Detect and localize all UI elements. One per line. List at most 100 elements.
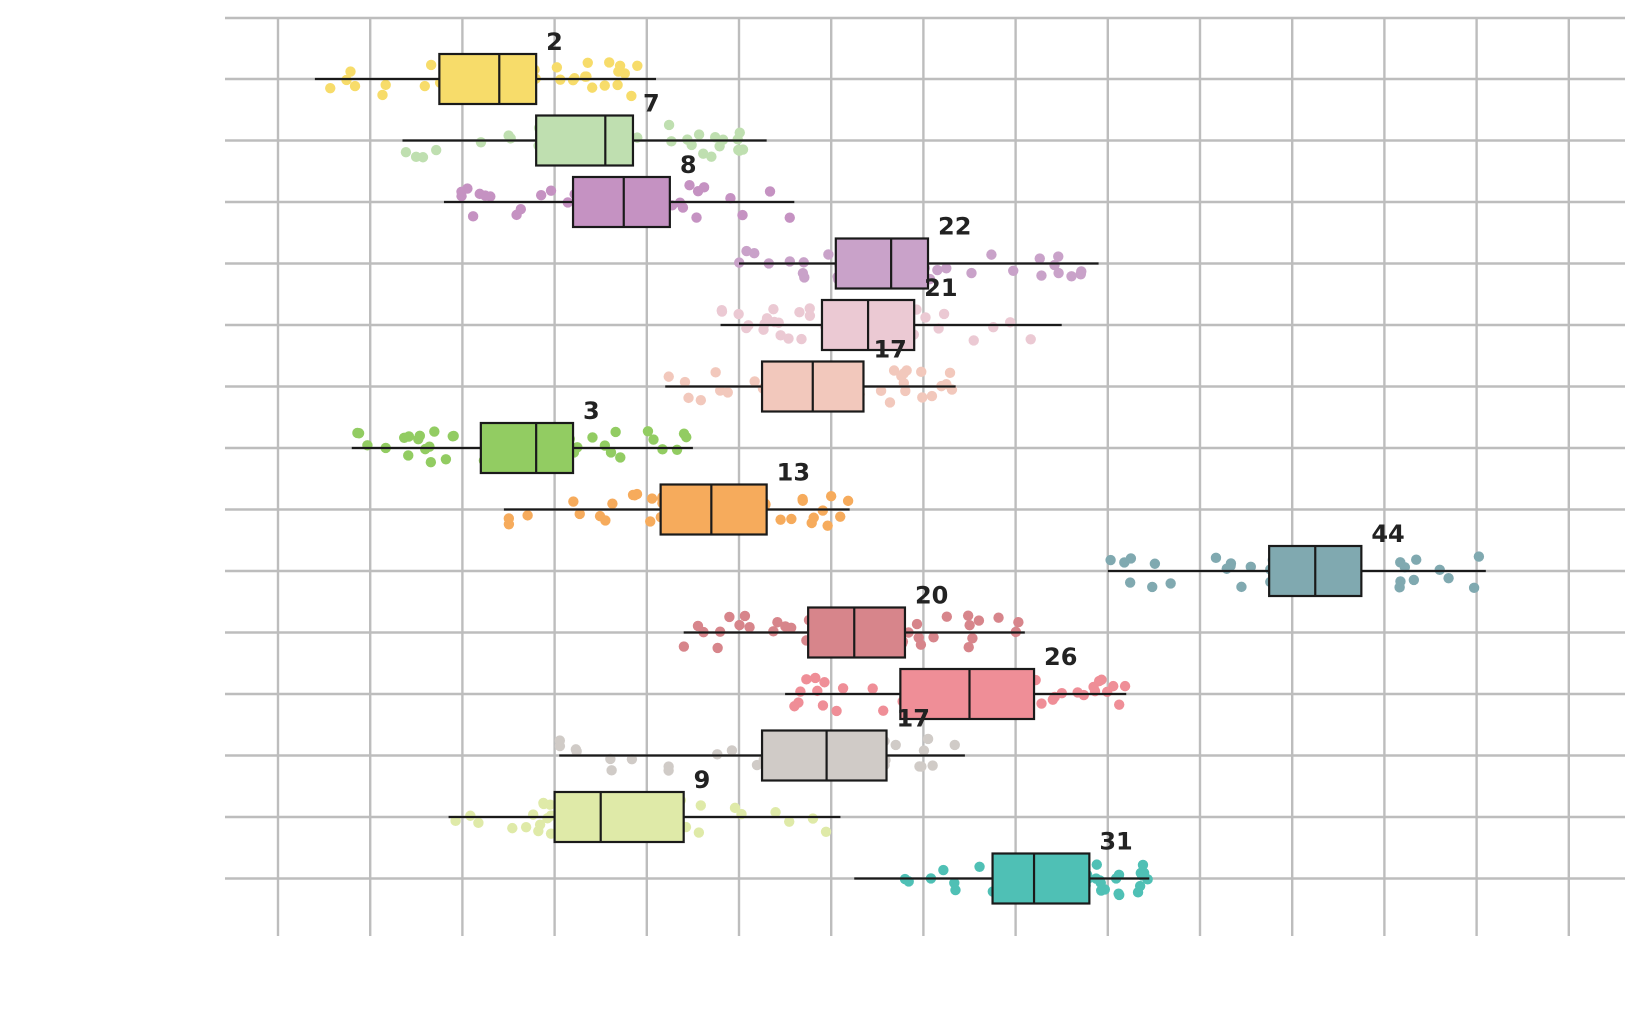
data-point (648, 434, 659, 445)
data-point (789, 701, 800, 712)
data-point (739, 610, 751, 622)
data-point (692, 185, 704, 197)
data-point (751, 759, 763, 771)
data-point (941, 263, 952, 274)
box-iqr (760, 729, 888, 782)
data-point (425, 456, 437, 468)
data-point (606, 765, 617, 776)
data-point (642, 426, 654, 437)
data-point (693, 827, 705, 838)
data-point (714, 141, 725, 152)
box-iqr (834, 237, 930, 290)
data-point (554, 735, 566, 746)
data-point (823, 249, 834, 260)
data-point (1076, 266, 1087, 277)
data-point (475, 137, 487, 148)
data-point (429, 426, 440, 437)
data-point (729, 802, 741, 814)
data-point (551, 62, 563, 73)
box-label: 17 (873, 336, 906, 364)
data-point (1119, 680, 1131, 692)
data-point (440, 454, 452, 465)
data-point (400, 146, 412, 158)
data-point (968, 335, 979, 346)
data-point (962, 610, 974, 621)
data-point (570, 744, 582, 755)
data-point (804, 310, 816, 321)
data-point (768, 303, 779, 315)
data-point (695, 800, 706, 811)
data-point (794, 307, 805, 318)
data-point (1125, 553, 1137, 564)
data-point (1434, 564, 1445, 576)
data-point (522, 510, 533, 521)
data-point (963, 641, 974, 653)
data-point (1025, 334, 1036, 345)
data-point (599, 440, 611, 451)
data-point (938, 308, 950, 320)
data-point (587, 432, 598, 443)
data-point (693, 129, 705, 140)
data-point (586, 82, 598, 93)
data-point (783, 333, 794, 344)
box-iqr (438, 52, 538, 106)
data-point (807, 813, 819, 824)
data-point (1034, 253, 1045, 264)
data-point (941, 379, 952, 390)
data-point (867, 683, 878, 694)
data-point (456, 190, 467, 202)
data-point (926, 390, 938, 402)
data-point (988, 322, 999, 333)
box-label: 2 (546, 28, 563, 56)
data-point (599, 80, 610, 91)
data-point (716, 305, 727, 316)
data-point (377, 89, 388, 101)
data-point (1049, 259, 1060, 271)
data-point (683, 392, 694, 404)
data-point (1165, 578, 1176, 589)
data-point (604, 57, 615, 68)
box-iqr (807, 606, 907, 659)
data-point (966, 267, 977, 279)
box-iqr (659, 483, 768, 536)
data-point (911, 618, 923, 630)
box-label: 7 (643, 90, 660, 118)
data-point (733, 144, 744, 156)
data-point (927, 760, 938, 771)
data-point (425, 59, 437, 71)
data-point (726, 745, 738, 756)
data-point (831, 705, 842, 717)
data-point (817, 700, 829, 711)
data-point (632, 60, 643, 71)
data-point (1108, 680, 1119, 692)
data-point (822, 520, 833, 531)
box-label: 22 (938, 213, 971, 241)
data-point (1408, 574, 1420, 586)
data-point (900, 385, 911, 397)
data-point (768, 626, 779, 637)
data-point (944, 367, 956, 379)
data-point (724, 611, 735, 623)
data-point (734, 127, 745, 138)
data-point (507, 822, 518, 834)
data-point (784, 256, 796, 267)
data-point (420, 443, 431, 455)
data-point (795, 686, 806, 697)
data-point (804, 303, 815, 314)
data-point (890, 739, 901, 751)
data-point (798, 257, 809, 268)
data-point (413, 433, 424, 445)
data-point (784, 816, 795, 827)
data-point (918, 745, 930, 756)
data-point (610, 426, 621, 438)
data-point (568, 496, 579, 507)
data-point (810, 672, 821, 684)
data-point (878, 705, 889, 716)
data-point (986, 249, 997, 260)
data-point (775, 514, 786, 525)
data-point (325, 82, 336, 94)
data-point (698, 148, 709, 159)
data-point (467, 211, 479, 222)
data-point (1443, 572, 1454, 584)
